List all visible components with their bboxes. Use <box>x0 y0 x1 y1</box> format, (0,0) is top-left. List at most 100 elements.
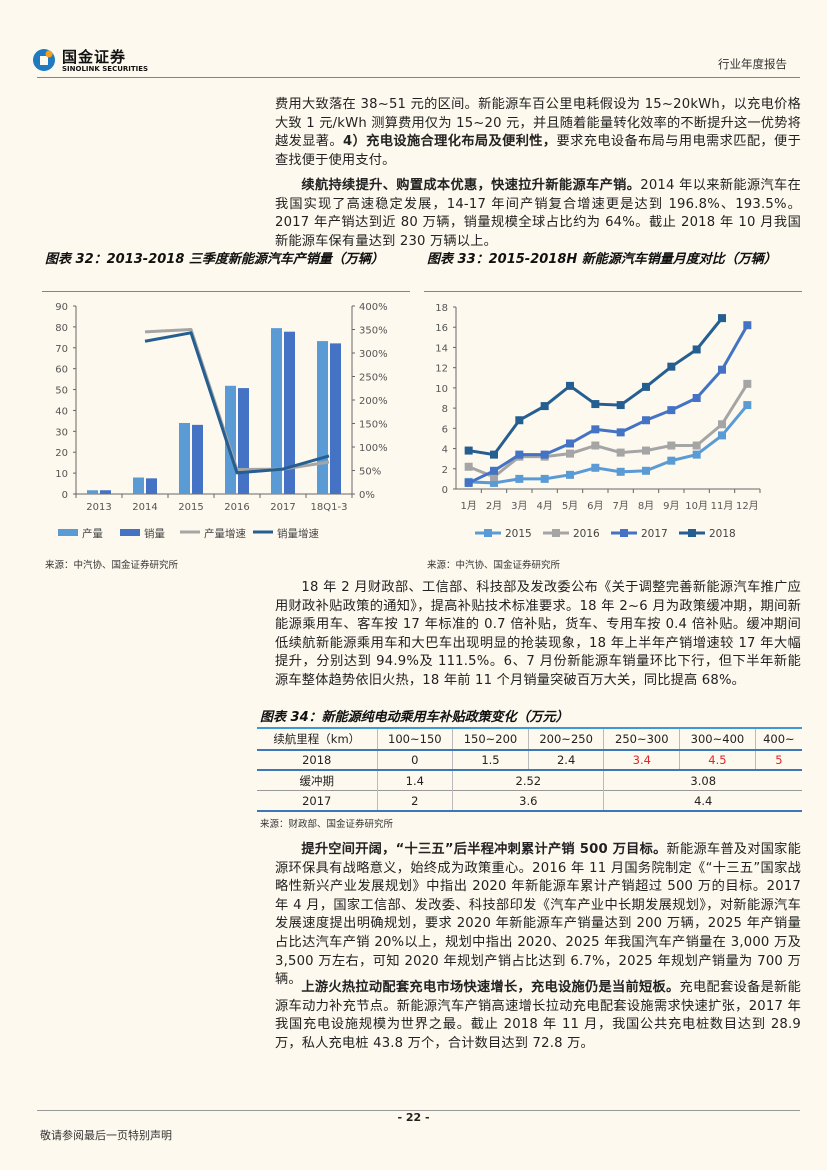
chart-32-source: 来源：中汽协、国金证券研究所 <box>45 560 179 571</box>
y2-tick-label: 50% <box>359 467 381 478</box>
report-type: 行业年度报告 <box>718 57 787 71</box>
y-tick-label: 80 <box>55 323 68 334</box>
marker-2016 <box>591 441 600 450</box>
legend-marker <box>620 529 628 537</box>
y-tick-label: 0 <box>442 485 448 496</box>
table-34-title: 图表 34：新能源纯电动乘用车补贴政策变化（万元） <box>260 710 569 725</box>
chart-33-rule <box>424 291 802 292</box>
chart-32-title: 图表 32：2013-2018 三季度新能源汽车产销量（万辆） <box>45 252 384 267</box>
x-tick-label: 2月 <box>486 500 502 512</box>
legend-marker <box>484 529 492 537</box>
legend-label: 销量 <box>144 527 165 540</box>
table-row-2018: 2018 0 1.5 2.4 3.4 4.5 5 <box>257 749 802 770</box>
bar-销量 <box>238 388 249 494</box>
marker-2018 <box>464 446 473 455</box>
marker-2015 <box>540 474 549 483</box>
page-number: - 22 - <box>397 1111 430 1124</box>
marker-2015 <box>591 463 600 472</box>
marker-2018 <box>515 416 524 425</box>
bar-产量 <box>87 490 98 494</box>
chart-33-source: 来源：中汽协、国金证券研究所 <box>427 560 561 571</box>
x-tick-label: 18Q1-3 <box>311 502 348 513</box>
header-rule <box>37 77 800 78</box>
line-产量增速 <box>144 328 330 472</box>
footer-rule <box>37 1110 800 1111</box>
x-tick-label: 3月 <box>511 500 527 512</box>
legend-label: 2015 <box>505 528 532 540</box>
line-2017 <box>468 324 749 485</box>
marker-2015 <box>743 401 752 410</box>
marker-2018 <box>591 400 600 409</box>
marker-2018 <box>718 314 726 323</box>
logo-en: SINOLINK SECURITIES <box>62 65 149 73</box>
marker-2016 <box>718 420 726 429</box>
y2-tick-label: 0% <box>359 490 375 501</box>
marker-2018 <box>566 381 574 390</box>
legend-label: 2017 <box>641 528 668 540</box>
y2-tick-label: 350% <box>359 326 388 337</box>
x-tick-label: 6月 <box>587 500 603 512</box>
y-tick-label: 16 <box>435 323 448 334</box>
x-tick-label: 2013 <box>86 502 111 513</box>
marker-2016 <box>490 472 498 481</box>
chart-32: 0 10 20 30 40 50 60 70 80 90 0% 50% 100% 150% 200% 250%… <box>55 302 388 540</box>
marker-2015 <box>566 470 574 479</box>
x-tick-label: 7月 <box>612 500 628 512</box>
table-34-rule <box>257 727 802 729</box>
paragraph-3: 18 年 2 月财政部、工信部、科技部及发改委公布《关于调整完善新能源汽车推广应… <box>275 580 801 688</box>
chart-32-rule <box>42 291 410 292</box>
y2-tick-label: 150% <box>359 420 388 431</box>
disclaimer: 敬请参阅最后一页特别声明 <box>40 1129 172 1142</box>
x-tick-label: 9月 <box>663 500 679 512</box>
marker-2017 <box>591 425 600 434</box>
x-tick-label: 4月 <box>536 500 552 512</box>
marker-2016 <box>566 449 574 458</box>
bar-销量 <box>100 490 111 494</box>
bar-销量 <box>192 424 203 494</box>
x-tick-label: 2014 <box>132 502 157 513</box>
paragraph-5: 上游火热拉动配套充电市场快速增长，充电设施仍是当前短板。充电配套设备是新能源车动… <box>275 980 801 1051</box>
y-tick-label: 60 <box>55 365 68 376</box>
marker-2018 <box>667 362 676 371</box>
marker-2017 <box>540 450 549 459</box>
marker-2017 <box>566 439 574 448</box>
subsidy-table: 续航里程（km） 100~150 150~200 200~250 250~300… <box>257 729 802 812</box>
y-tick-label: 10 <box>55 469 68 480</box>
x-tick-label: 1月 <box>460 500 476 512</box>
bar-产量 <box>271 328 282 494</box>
line-2015 <box>468 404 749 485</box>
y-tick-label: 18 <box>435 303 448 314</box>
marker-2017 <box>616 428 625 437</box>
marker-2017 <box>667 406 676 415</box>
y-tick-label: 40 <box>55 406 68 417</box>
y2-tick-label: 300% <box>359 349 388 360</box>
legend-marker <box>688 529 696 537</box>
marker-2016 <box>642 446 650 455</box>
paragraph-1: 费用大致落在 38~51 元的区间。新能源车百公里电耗假设为 15~20kWh，… <box>275 97 802 168</box>
y-tick-label: 10 <box>435 384 448 395</box>
bar-销量 <box>330 343 341 494</box>
y-tick-label: 90 <box>55 302 68 313</box>
legend-label: 产量 <box>82 527 103 540</box>
y-tick-label: 20 <box>55 448 68 459</box>
y2-tick-label: 200% <box>359 396 388 407</box>
marker-2015 <box>642 466 650 475</box>
legend-swatch <box>58 529 78 536</box>
marker-2018 <box>692 345 701 354</box>
marker-2015 <box>692 450 701 459</box>
bar-产量 <box>317 341 328 494</box>
y-tick-label: 50 <box>55 386 68 397</box>
line-2018 <box>468 317 724 457</box>
logo-icon <box>33 49 55 71</box>
logo-cn: 国金证券 <box>62 48 127 66</box>
marker-2015 <box>718 431 726 440</box>
y-tick-label: 0 <box>62 490 68 501</box>
bar-销量 <box>284 331 295 494</box>
marker-2016 <box>464 462 473 471</box>
y-tick-label: 6 <box>442 424 448 435</box>
legend-label: 销量增速 <box>277 527 319 540</box>
marker-2018 <box>642 382 650 391</box>
marker-2017 <box>718 365 726 374</box>
marker-2017 <box>464 478 473 487</box>
x-tick-label: 11月 <box>711 500 734 512</box>
